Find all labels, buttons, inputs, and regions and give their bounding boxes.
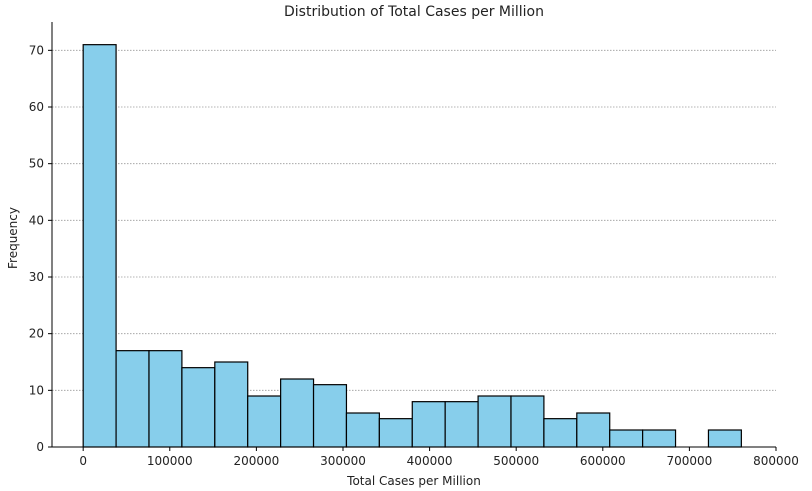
histogram-bar: [181, 367, 216, 448]
axes: [51, 22, 776, 448]
y-tick-label: 60: [29, 100, 44, 114]
x-tick-label: 300000: [320, 454, 366, 468]
y-tick-label: 70: [29, 43, 44, 57]
x-tick-label: 600000: [580, 454, 626, 468]
x-tick-label: 400000: [407, 454, 453, 468]
histogram-bar: [378, 418, 413, 448]
x-axis-label: Total Cases per Million: [346, 474, 481, 488]
x-tick-label: 0: [79, 454, 87, 468]
x-tick-label: 100000: [147, 454, 193, 468]
histogram-bar: [214, 361, 249, 448]
y-tick-label: 10: [29, 383, 44, 397]
x-ticks: 0 100000 200000 300000 400000 500000 600000 700…: [79, 447, 799, 468]
histogram-bar: [642, 429, 677, 448]
histogram-bar: [82, 44, 117, 448]
x-tick-label: 800000: [753, 454, 799, 468]
histogram-bar: [510, 395, 545, 448]
chart-title: Distribution of Total Cases per Million: [284, 4, 544, 20]
x-tick-label: 200000: [233, 454, 279, 468]
y-tick-label: 50: [29, 157, 44, 171]
histogram-bar: [444, 401, 479, 448]
y-tick-label: 0: [36, 440, 44, 454]
histogram-bar: [609, 429, 644, 448]
histogram-bar: [345, 412, 380, 448]
y-tick-label: 20: [29, 327, 44, 341]
histogram-bar: [247, 395, 282, 448]
y-axis-label: Frequency: [6, 207, 20, 269]
bars: [82, 44, 742, 448]
histogram-bar: [115, 350, 150, 448]
histogram-bar: [280, 378, 315, 448]
histogram-bar: [707, 429, 742, 448]
x-tick-label: 500000: [493, 454, 539, 468]
histogram-bar: [576, 412, 611, 448]
y-ticks: 0 10 20 30 40 50 60 70: [29, 43, 52, 454]
histogram-bar: [477, 395, 512, 448]
histogram-bar: [148, 350, 183, 448]
histogram-bar: [312, 384, 348, 448]
y-tick-label: 40: [29, 213, 44, 227]
y-tick-label: 30: [29, 270, 44, 284]
histogram-bar: [411, 401, 446, 448]
x-tick-label: 700000: [666, 454, 712, 468]
histogram-bar: [543, 418, 578, 448]
